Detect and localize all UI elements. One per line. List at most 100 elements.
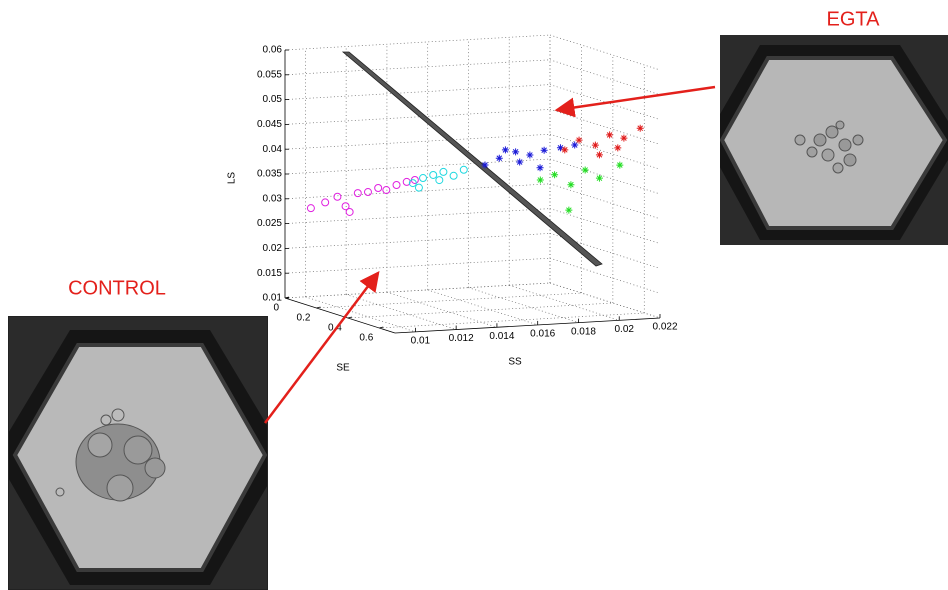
z-tick-label: 0.035: [257, 169, 282, 180]
tick-mark: [284, 296, 290, 299]
tick-mark: [316, 306, 321, 309]
egta-label: EGTA: [827, 8, 881, 30]
point: [606, 131, 614, 139]
point: [333, 192, 342, 201]
grid-line: [284, 109, 551, 125]
grid-line: [347, 302, 613, 319]
point: [402, 177, 411, 186]
point: [540, 146, 548, 154]
z-axis-label: LS: [227, 172, 238, 185]
z-tick-label: 0.03: [263, 193, 283, 204]
grid-line: [509, 284, 620, 321]
grid-line: [284, 59, 551, 76]
y-tick-label: 0: [273, 303, 279, 314]
point: [595, 174, 603, 182]
grid-line: [386, 291, 498, 328]
point: [516, 158, 524, 166]
tick-mark: [379, 326, 384, 329]
x-tick-label: 0.012: [449, 333, 474, 344]
z-tick-label: 0.015: [257, 268, 282, 279]
point: [481, 161, 489, 169]
grid-line: [305, 296, 416, 333]
grid-line: [284, 233, 551, 249]
point: [536, 164, 544, 172]
tick-mark: [347, 316, 352, 319]
point: [439, 167, 448, 176]
point: [567, 181, 575, 189]
point: [435, 176, 444, 185]
grid-line: [284, 282, 551, 299]
grid-line: [427, 289, 538, 326]
point: [345, 207, 354, 216]
control-image: [8, 316, 268, 590]
grid-line: [316, 292, 582, 309]
axes-3d: 0.01 0.015 0.02 0.025 0.03 0.035 0.04 0.045 0.05…: [257, 34, 678, 346]
x-tick-label: 0.014: [489, 331, 514, 342]
point: [581, 166, 589, 174]
z-tick-label: 0.06: [263, 45, 283, 56]
point: [614, 144, 622, 152]
point: [561, 146, 569, 154]
point: [571, 141, 579, 149]
z-tick-label: 0.045: [257, 119, 282, 130]
x-axis-label: SS: [508, 357, 522, 368]
point: [382, 186, 391, 195]
point: [512, 148, 520, 156]
grid-line: [284, 282, 551, 299]
z-tick-label: 0.055: [257, 69, 282, 80]
axis-line: [284, 297, 396, 334]
y-axis-label: SE: [336, 363, 350, 374]
x-tick-label: 0.018: [571, 326, 596, 337]
point: [414, 183, 423, 192]
x-tick-label: 0.016: [530, 329, 555, 340]
point: [408, 179, 417, 188]
control-label: CONTROL: [68, 277, 166, 299]
egta-image: [720, 35, 948, 245]
grid-line: [284, 158, 551, 175]
point: [419, 174, 428, 183]
grid-line: [284, 34, 551, 51]
x-tick-label: 0.01: [411, 335, 431, 346]
axis-line: [394, 317, 661, 334]
point: [341, 202, 350, 211]
z-tick-label: 0.02: [263, 243, 283, 254]
grid-line: [549, 34, 661, 71]
point: [459, 165, 468, 174]
z-tick-label: 0.01: [263, 293, 283, 304]
point: [501, 146, 509, 154]
point: [495, 154, 503, 162]
point: [616, 161, 624, 169]
point: [636, 124, 644, 132]
point: [595, 151, 603, 159]
x-tick-label: 0.02: [614, 324, 634, 335]
point: [374, 184, 383, 193]
point: [556, 144, 564, 152]
point: [449, 171, 458, 180]
point: [620, 134, 628, 142]
decision-plane: [341, 51, 603, 267]
point: [551, 171, 559, 179]
egta-arrow: [554, 85, 716, 118]
x-tick-label: 0.022: [652, 322, 677, 333]
point: [429, 170, 438, 179]
point: [565, 206, 573, 214]
point: [536, 176, 544, 184]
point: [306, 204, 315, 213]
point: [321, 198, 330, 207]
grid-line: [379, 312, 645, 329]
grid-line: [284, 257, 551, 274]
grid-line: [284, 84, 551, 100]
y-tick-label: 0.6: [359, 333, 373, 344]
z-tick-label: 0.05: [263, 94, 283, 105]
point: [591, 141, 599, 149]
point: [353, 189, 362, 198]
control-arrow: [264, 271, 380, 424]
point: [392, 180, 401, 189]
point: [363, 188, 372, 197]
grid-line: [284, 208, 551, 224]
z-tick-label: 0.04: [263, 144, 283, 155]
point: [526, 151, 534, 159]
points: [306, 124, 644, 216]
point: [575, 136, 583, 144]
